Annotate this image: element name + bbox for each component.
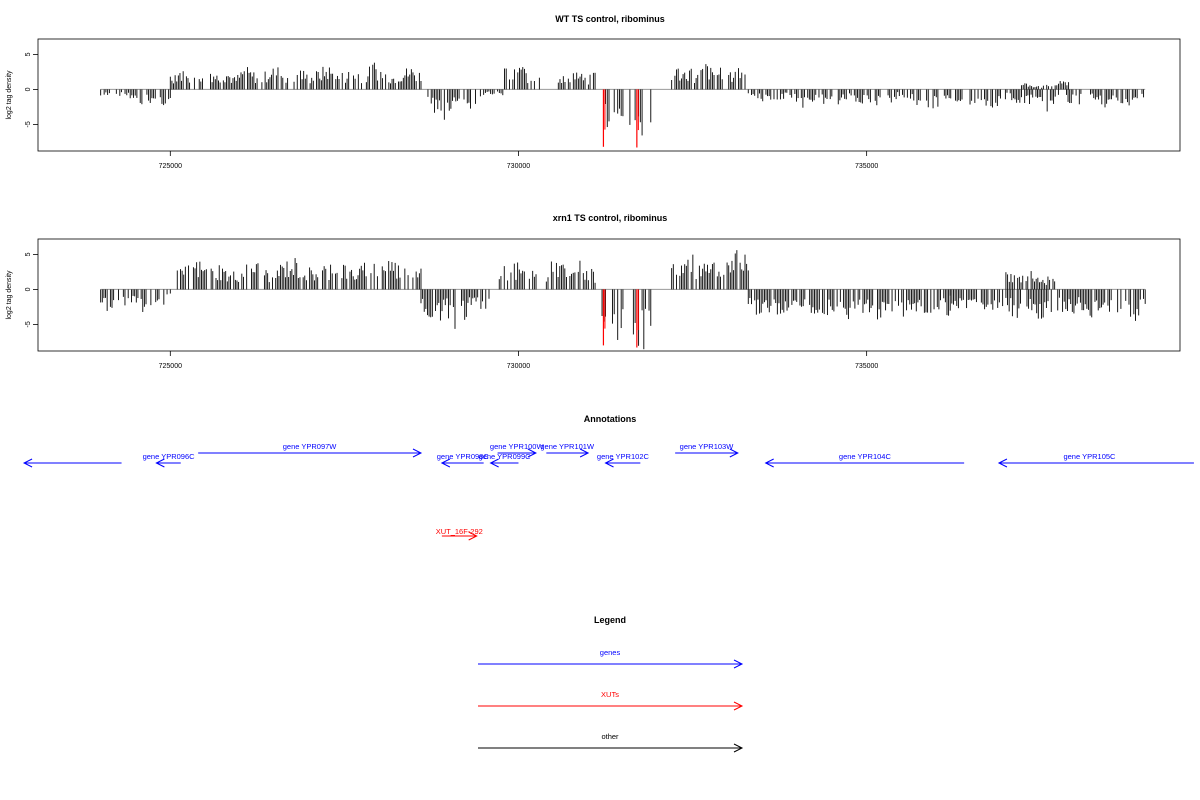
y-tick-label: 0 bbox=[25, 87, 32, 91]
gene-arrow: gene YPR101W bbox=[540, 442, 595, 458]
bars-group bbox=[100, 62, 1146, 148]
gene-arrow: gene YPR100W bbox=[490, 442, 545, 458]
gene-label: gene YPR098C bbox=[437, 452, 490, 461]
gene-arrow bbox=[22, 458, 122, 468]
panel-title: xrn1 TS control, ribominus bbox=[553, 213, 668, 223]
legend: Legend genes XUTs other bbox=[478, 615, 744, 753]
plot-frame bbox=[37, 238, 1181, 352]
y-axis-label: log2 tag density bbox=[6, 70, 13, 120]
gene-arrow: gene YPR099C bbox=[479, 452, 532, 468]
legend-item: other bbox=[478, 732, 744, 753]
y-axis: -5 0 5 bbox=[25, 252, 38, 328]
annotations-track: Annotations gene YPR096C gene YPR097W gene… bbox=[22, 414, 1194, 541]
x-tick-label: 725000 bbox=[159, 363, 182, 370]
legend-title: Legend bbox=[594, 615, 626, 625]
plot-frame bbox=[37, 38, 1181, 152]
legend-item: XUTs bbox=[478, 690, 744, 711]
x-tick-label: 735000 bbox=[855, 363, 878, 370]
legend-label: other bbox=[601, 732, 619, 741]
x-tick-label: 725000 bbox=[159, 163, 182, 170]
gene-label: gene YPR099C bbox=[479, 452, 532, 461]
y-axis-label: log2 tag density bbox=[6, 270, 13, 320]
x-axis: 725000 730000 735000 bbox=[159, 351, 878, 370]
gene-label: gene YPR100W bbox=[490, 442, 545, 451]
legend-items: genes XUTs other bbox=[478, 648, 744, 753]
gene-label: gene YPR097W bbox=[283, 442, 338, 451]
panel-xrn1: xrn1 TS control, ribominus -5 0 5 725000 73… bbox=[6, 213, 1181, 370]
y-tick-label: 0 bbox=[25, 287, 32, 291]
gene-label: gene YPR102C bbox=[597, 452, 650, 461]
gene-label: gene YPR096C bbox=[143, 452, 196, 461]
legend-item: genes bbox=[478, 648, 744, 669]
y-tick-label: 5 bbox=[25, 52, 32, 56]
gene-arrow: gene YPR104C bbox=[764, 452, 965, 468]
xut-arrows: XUT_16F-292 bbox=[436, 527, 483, 541]
gene-arrow: gene YPR103W bbox=[675, 442, 739, 458]
x-tick-label: 730000 bbox=[507, 363, 530, 370]
annotations-title: Annotations bbox=[584, 414, 637, 424]
legend-label: genes bbox=[600, 648, 621, 657]
gene-arrow: gene YPR096C bbox=[143, 452, 196, 468]
y-axis: -5 0 5 bbox=[25, 52, 38, 128]
gene-arrow: gene YPR105C bbox=[997, 452, 1194, 468]
y-tick-label: -5 bbox=[25, 321, 32, 327]
gene-label: gene YPR105C bbox=[1063, 452, 1116, 461]
x-tick-label: 730000 bbox=[507, 163, 530, 170]
y-tick-label: -5 bbox=[25, 121, 32, 127]
x-tick-label: 735000 bbox=[855, 163, 878, 170]
gene-label: gene YPR101W bbox=[540, 442, 595, 451]
xut-arrow: XUT_16F-292 bbox=[436, 527, 483, 541]
gene-label: gene YPR103W bbox=[680, 442, 735, 451]
gene-arrow: gene YPR097W bbox=[198, 442, 423, 458]
xut-label: XUT_16F-292 bbox=[436, 527, 483, 536]
panel-wt: WT TS control, ribominus -5 0 5 725000 7300… bbox=[6, 14, 1181, 170]
y-tick-label: 5 bbox=[25, 252, 32, 256]
gene-label: gene YPR104C bbox=[839, 452, 892, 461]
legend-label: XUTs bbox=[601, 690, 619, 699]
bars-group bbox=[100, 250, 1146, 350]
panel-title: WT TS control, ribominus bbox=[555, 14, 665, 24]
gene-arrow: gene YPR102C bbox=[597, 452, 650, 468]
x-axis: 725000 730000 735000 bbox=[159, 151, 878, 170]
gene-arrow: gene YPR098C bbox=[437, 452, 490, 468]
